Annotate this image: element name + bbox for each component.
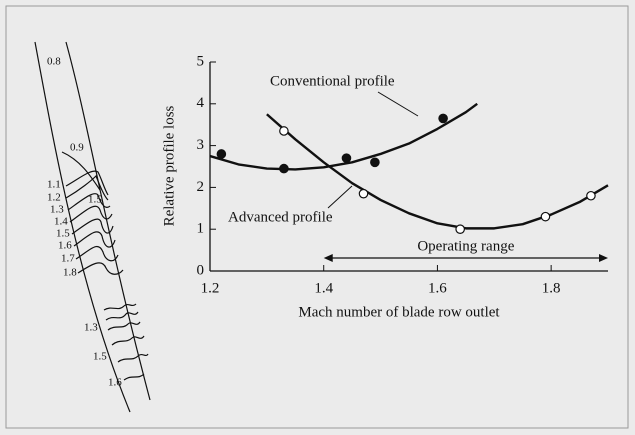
contour: [107, 321, 141, 331]
contour: [67, 193, 111, 211]
leader-line: [327, 185, 353, 209]
data-point: [216, 149, 227, 159]
x-tick-label: 1.6: [428, 280, 447, 296]
fit-curve: [266, 113, 609, 230]
x-tick-label: 1.4: [314, 280, 333, 296]
contour: [75, 245, 119, 262]
y-tick-label: 0: [197, 262, 205, 278]
contour: [71, 218, 114, 235]
x-tick-label: 1.2: [201, 280, 220, 296]
fit-curve: [209, 102, 478, 171]
contour: [105, 311, 139, 321]
contour: [111, 335, 145, 346]
x-tick-label: 1.8: [542, 280, 561, 296]
data-point: [455, 224, 465, 234]
data-point: [540, 211, 551, 222]
y-tick-label: 3: [197, 137, 205, 153]
contour-label: 1.5: [88, 194, 102, 206]
data-point: [279, 163, 289, 174]
y-tick-label: 4: [197, 95, 205, 111]
contour: [73, 231, 116, 248]
contour: [65, 170, 109, 196]
advanced-label: Advanced profile: [228, 209, 333, 225]
y-axis-label: Relative profile loss: [161, 105, 177, 226]
y-tick-label: 5: [197, 53, 205, 69]
contour: [103, 303, 137, 311]
arrow-head: [599, 254, 608, 262]
data-point: [279, 126, 289, 136]
contour: [77, 262, 124, 275]
contour-label: 1.7: [61, 253, 75, 265]
leader-line: [377, 91, 419, 117]
conventional-label: Conventional profile: [270, 73, 395, 89]
contour: [61, 151, 101, 191]
contour-label: 1.6: [108, 377, 122, 389]
y-tick-label: 1: [197, 221, 205, 237]
contour: [65, 174, 109, 201]
contour: [69, 205, 113, 223]
blade-surface: [65, 41, 151, 401]
contour-label: 1.3: [50, 204, 64, 216]
contour-label: 1.3: [84, 322, 98, 334]
contour-label: 1.8: [63, 267, 77, 279]
contour-label: 1.5: [56, 228, 70, 240]
contour-label: 0.8: [47, 56, 61, 68]
data-point: [341, 153, 352, 163]
x-axis-label: Mach number of blade row outlet: [298, 304, 500, 320]
data-point: [586, 190, 596, 201]
contour-label: 1.2: [47, 192, 61, 204]
contour-label: 1.1: [47, 179, 61, 191]
contour-label: 1.6: [58, 240, 72, 252]
data-point: [438, 113, 448, 124]
blade-diagram: [34, 41, 151, 413]
range-label: Operating range: [417, 238, 514, 254]
contour-label: 1.4: [54, 216, 68, 228]
contour-label: 1.5: [93, 351, 107, 363]
arrow-head: [323, 254, 333, 262]
contour: [123, 373, 145, 381]
contour-label: 0.9: [70, 142, 84, 154]
y-tick-label: 2: [197, 179, 205, 195]
data-point: [370, 157, 380, 168]
data-point: [358, 188, 369, 199]
contour: [117, 353, 149, 363]
